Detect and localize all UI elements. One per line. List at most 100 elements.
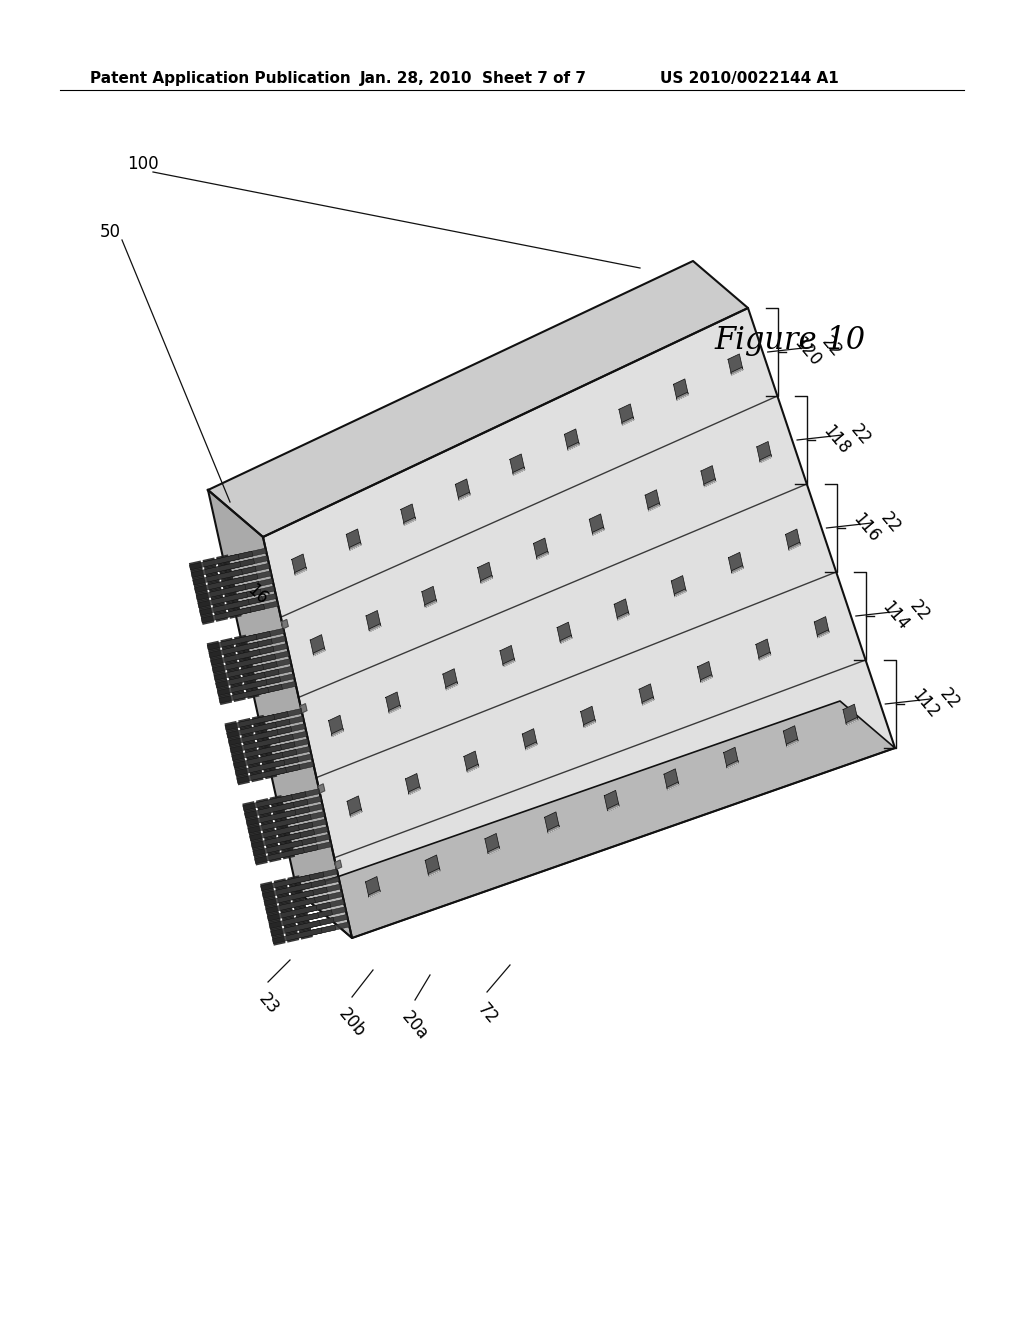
Polygon shape — [249, 758, 299, 772]
Polygon shape — [485, 833, 500, 854]
Polygon shape — [223, 653, 238, 664]
Polygon shape — [237, 768, 287, 783]
Polygon shape — [226, 722, 276, 738]
Polygon shape — [228, 607, 242, 619]
Polygon shape — [249, 832, 263, 842]
Polygon shape — [190, 568, 204, 579]
Polygon shape — [366, 876, 380, 898]
Text: Figure 10: Figure 10 — [715, 325, 865, 355]
Polygon shape — [581, 706, 596, 727]
Polygon shape — [274, 873, 324, 887]
Polygon shape — [263, 896, 278, 908]
Polygon shape — [278, 894, 291, 904]
Text: 22: 22 — [906, 597, 933, 624]
Polygon shape — [193, 576, 206, 587]
Polygon shape — [207, 635, 257, 651]
Polygon shape — [672, 576, 686, 597]
Polygon shape — [254, 854, 267, 866]
Polygon shape — [229, 743, 244, 755]
Polygon shape — [237, 636, 286, 652]
Polygon shape — [510, 454, 524, 475]
Polygon shape — [232, 759, 247, 770]
Text: 20a: 20a — [398, 1008, 432, 1044]
Polygon shape — [223, 578, 273, 594]
Polygon shape — [273, 810, 287, 821]
Polygon shape — [282, 847, 295, 859]
Polygon shape — [261, 746, 310, 762]
Polygon shape — [275, 886, 289, 898]
Polygon shape — [244, 734, 294, 750]
Polygon shape — [288, 869, 338, 884]
Polygon shape — [234, 767, 248, 777]
Polygon shape — [298, 915, 348, 931]
Polygon shape — [617, 612, 629, 620]
Polygon shape — [295, 899, 344, 915]
Polygon shape — [228, 676, 243, 686]
Polygon shape — [296, 913, 309, 924]
Polygon shape — [246, 810, 296, 826]
Polygon shape — [366, 610, 381, 632]
Polygon shape — [205, 558, 255, 574]
Polygon shape — [223, 585, 237, 597]
Polygon shape — [250, 764, 300, 780]
Polygon shape — [275, 879, 326, 895]
Polygon shape — [256, 799, 269, 809]
Polygon shape — [618, 404, 634, 425]
Polygon shape — [276, 825, 290, 837]
Polygon shape — [241, 665, 254, 676]
Polygon shape — [253, 841, 303, 855]
Polygon shape — [265, 830, 314, 845]
Polygon shape — [281, 908, 294, 920]
Polygon shape — [607, 804, 620, 812]
Polygon shape — [262, 888, 275, 900]
Polygon shape — [445, 682, 458, 690]
Polygon shape — [757, 441, 772, 463]
Polygon shape — [422, 586, 436, 607]
Polygon shape — [347, 796, 361, 817]
Polygon shape — [266, 843, 280, 855]
Polygon shape — [247, 756, 260, 767]
Polygon shape — [245, 803, 294, 818]
Polygon shape — [227, 661, 278, 677]
Polygon shape — [286, 925, 336, 941]
Polygon shape — [255, 730, 269, 742]
Text: US 2010/0022144 A1: US 2010/0022144 A1 — [660, 70, 839, 86]
Polygon shape — [257, 731, 307, 747]
Polygon shape — [248, 817, 298, 833]
Polygon shape — [221, 577, 234, 589]
Text: 22: 22 — [935, 685, 963, 713]
Polygon shape — [211, 589, 261, 605]
Polygon shape — [409, 787, 420, 795]
Polygon shape — [218, 694, 232, 705]
Polygon shape — [270, 927, 284, 939]
Polygon shape — [677, 392, 688, 400]
Polygon shape — [425, 599, 436, 607]
Polygon shape — [786, 739, 799, 747]
Polygon shape — [270, 920, 321, 936]
Polygon shape — [209, 587, 223, 599]
Polygon shape — [218, 562, 231, 573]
Polygon shape — [208, 261, 748, 537]
Polygon shape — [219, 688, 268, 704]
Polygon shape — [500, 645, 515, 667]
Polygon shape — [188, 561, 203, 572]
Polygon shape — [231, 751, 245, 763]
Polygon shape — [255, 847, 304, 863]
Polygon shape — [239, 657, 253, 669]
Polygon shape — [257, 738, 270, 748]
Polygon shape — [295, 568, 306, 576]
Polygon shape — [697, 661, 713, 682]
Polygon shape — [215, 672, 265, 688]
Polygon shape — [428, 869, 440, 876]
Polygon shape — [247, 750, 297, 766]
Polygon shape — [229, 669, 280, 685]
Polygon shape — [246, 681, 296, 697]
Polygon shape — [252, 709, 302, 725]
Polygon shape — [189, 554, 240, 570]
Polygon shape — [480, 576, 493, 583]
Polygon shape — [622, 417, 634, 425]
Polygon shape — [406, 774, 420, 795]
Polygon shape — [783, 726, 799, 747]
Polygon shape — [525, 742, 538, 750]
Polygon shape — [226, 599, 240, 611]
